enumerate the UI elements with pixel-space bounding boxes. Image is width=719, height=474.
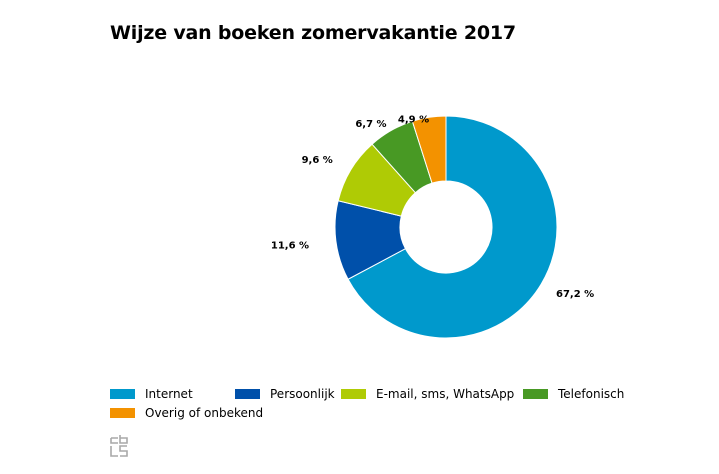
legend-swatch-telefonisch: [523, 388, 548, 399]
legend-label-telefonisch: Telefonisch: [558, 386, 625, 401]
legend: Internet Persoonlijk E-mail, sms, WhatsA…: [110, 384, 700, 422]
legend-swatch-persoonlijk: [235, 388, 260, 399]
legend-item-telefonisch: Telefonisch: [523, 387, 624, 401]
legend-label-internet: Internet: [145, 386, 193, 401]
legend-item-internet: Internet: [110, 387, 235, 401]
legend-label-overig: Overig of onbekend: [145, 405, 264, 420]
donut-slice-internet: [347, 115, 558, 339]
data-label-e-mail-sms-whatsapp: 9,6 %: [302, 155, 333, 166]
data-label-internet: 67,2 %: [556, 289, 594, 300]
legend-item-persoonlijk: Persoonlijk: [235, 387, 341, 401]
legend-label-email-sms-whatsapp: E-mail, sms, WhatsApp: [376, 386, 515, 401]
chart-title: Wijze van boeken zomervakantie 2017: [110, 22, 516, 44]
legend-swatch-internet: [110, 388, 135, 399]
legend-row: Internet Persoonlijk E-mail, sms, WhatsA…: [110, 384, 700, 403]
data-label-telefonisch: 6,7 %: [355, 119, 386, 130]
cbs-logo-icon: [110, 435, 128, 457]
data-label-overig-of-onbekend: 4,9 %: [398, 114, 429, 125]
legend-item-overig: Overig of onbekend: [110, 406, 263, 420]
donut-slice-overig-of-onbekend: [411, 115, 447, 184]
legend-swatch-overig: [110, 407, 135, 418]
data-label-persoonlijk: 11,6 %: [271, 240, 309, 251]
legend-swatch-email-sms-whatsapp: [341, 388, 366, 399]
legend-label-persoonlijk: Persoonlijk: [270, 386, 335, 401]
legend-row: Overig of onbekend: [110, 403, 700, 422]
legend-item-email-sms-whatsapp: E-mail, sms, WhatsApp: [341, 387, 523, 401]
